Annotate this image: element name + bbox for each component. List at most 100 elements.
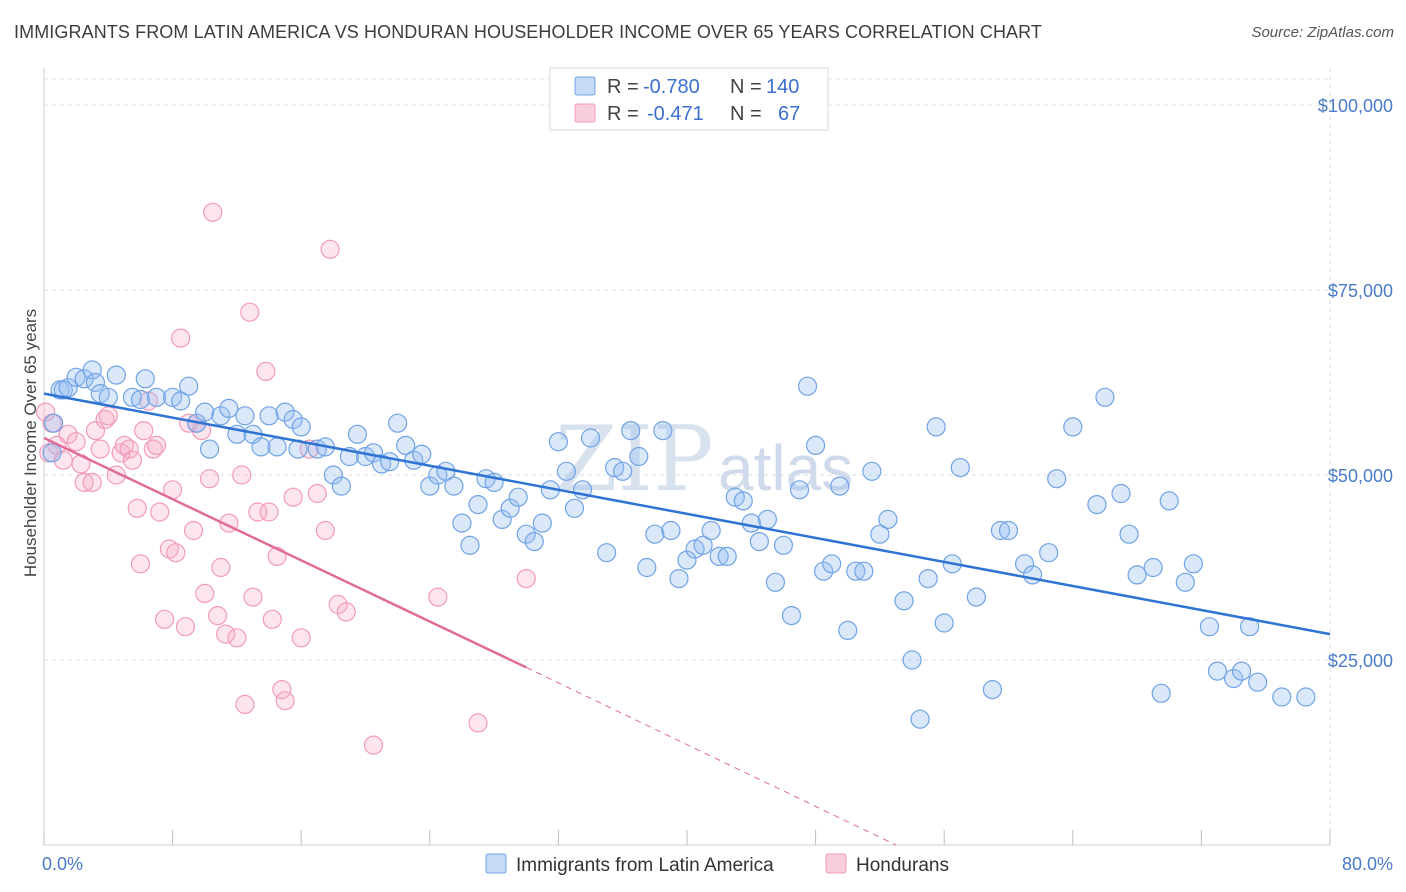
pink-point-53 bbox=[275, 691, 295, 711]
trend-lines bbox=[43, 392, 1331, 846]
blue-point-113 bbox=[966, 587, 986, 607]
blue-point-99 bbox=[838, 620, 858, 641]
blue-point-73 bbox=[629, 446, 649, 467]
blue-point-118 bbox=[1023, 565, 1043, 585]
blue-point-106 bbox=[902, 650, 922, 670]
pink-point-54 bbox=[283, 487, 303, 507]
blue-point-71 bbox=[613, 461, 633, 481]
blue-point-138 bbox=[1272, 687, 1292, 707]
blue-point-69 bbox=[597, 543, 617, 563]
pink-point-59 bbox=[320, 239, 340, 259]
pink-point-48 bbox=[256, 361, 276, 381]
blue-point-132 bbox=[1199, 617, 1220, 637]
pink-point-62 bbox=[363, 735, 384, 755]
blue-point-79 bbox=[677, 550, 697, 570]
blue-point-98 bbox=[830, 476, 850, 496]
pink-point-60 bbox=[328, 594, 348, 615]
blue-point-14 bbox=[135, 369, 155, 389]
pink-point-63 bbox=[428, 587, 448, 607]
blue-point-57 bbox=[492, 509, 512, 530]
blue-point-65 bbox=[556, 461, 577, 481]
pink-point-50 bbox=[262, 609, 282, 629]
pink-point-42 bbox=[227, 628, 247, 648]
pink-point-66 bbox=[36, 402, 56, 422]
pink-point-7 bbox=[74, 472, 94, 492]
x-tick-label-0: 0.0% bbox=[42, 854, 83, 874]
blue-point-110 bbox=[934, 613, 954, 633]
pink-point-19 bbox=[130, 554, 151, 574]
blue-point-103 bbox=[870, 524, 890, 544]
blue-point-62 bbox=[532, 513, 552, 533]
legend-box bbox=[549, 67, 829, 131]
blue-point-74 bbox=[637, 557, 657, 578]
legend-swatch-blue bbox=[574, 76, 596, 96]
blue-point-53 bbox=[460, 535, 480, 555]
blue-point-116 bbox=[998, 520, 1019, 541]
pink-point-44 bbox=[235, 694, 255, 715]
blue-point-43 bbox=[380, 452, 400, 472]
pink-point-36 bbox=[199, 469, 220, 489]
pink-point-47 bbox=[248, 502, 268, 522]
blue-point-54 bbox=[468, 495, 488, 515]
blue-point-33 bbox=[291, 417, 311, 437]
pink-point-16 bbox=[119, 439, 139, 459]
pink-point-5 bbox=[66, 432, 86, 452]
trend-line-hondurans bbox=[43, 436, 527, 669]
pink-point-25 bbox=[154, 609, 175, 629]
blue-point-126 bbox=[1127, 565, 1147, 585]
legend-r-value-1: -0.780 bbox=[643, 76, 700, 98]
blue-point-30 bbox=[275, 402, 295, 422]
watermark: ZIP atlas bbox=[555, 407, 853, 512]
blue-point-136 bbox=[1240, 617, 1260, 637]
correlation-legend: R = -0.780 N = 140 R = -0.471 N = 67 bbox=[549, 67, 829, 131]
blue-point-76 bbox=[653, 421, 673, 441]
trend-line-hondurans-extension bbox=[526, 666, 897, 846]
y-axis-label: Householder Income Over 65 years bbox=[21, 309, 40, 577]
blue-point-29 bbox=[267, 437, 287, 457]
blue-point-22 bbox=[211, 406, 231, 426]
blue-point-86 bbox=[733, 491, 753, 511]
blue-point-75 bbox=[645, 524, 665, 544]
pink-point-10 bbox=[90, 439, 110, 459]
blue-point-52 bbox=[452, 513, 472, 533]
pink-point-11 bbox=[95, 409, 115, 430]
blue-point-87 bbox=[741, 513, 761, 533]
bottom-legend-label-1: Immigrants from Latin America bbox=[516, 855, 774, 876]
pink-point-20 bbox=[134, 421, 154, 441]
blue-point-131 bbox=[1183, 554, 1203, 574]
blue-point-78 bbox=[669, 568, 689, 589]
blue-point-23 bbox=[219, 398, 239, 418]
pink-point-58 bbox=[315, 520, 335, 541]
blue-point-130 bbox=[1175, 572, 1195, 592]
pink-point-22 bbox=[143, 439, 163, 459]
blue-point-72 bbox=[621, 421, 641, 441]
pink-point-55 bbox=[291, 628, 311, 648]
blue-point-68 bbox=[580, 428, 601, 448]
pink-point-37 bbox=[203, 202, 223, 222]
blue-point-109 bbox=[926, 417, 946, 437]
blue-point-1 bbox=[44, 413, 64, 433]
pink-point-17 bbox=[122, 450, 143, 470]
pink-point-28 bbox=[166, 543, 186, 563]
y-tick-label-1: $50,000 bbox=[1328, 466, 1393, 486]
blue-point-18 bbox=[179, 376, 199, 396]
blue-point-135 bbox=[1231, 661, 1252, 681]
blue-point-104 bbox=[878, 509, 898, 530]
blue-point-83 bbox=[709, 546, 729, 567]
blue-point-125 bbox=[1119, 524, 1139, 544]
legend-r-label-1: R = bbox=[607, 76, 639, 98]
blue-point-96 bbox=[814, 561, 834, 581]
blue-point-7 bbox=[82, 360, 102, 380]
x-tick-labels: 0.0% 80.0% bbox=[42, 854, 1393, 874]
blue-point-48 bbox=[420, 476, 440, 496]
pink-point-35 bbox=[195, 583, 215, 604]
blue-point-39 bbox=[347, 424, 368, 444]
pink-point-52 bbox=[272, 679, 292, 700]
blue-point-59 bbox=[508, 487, 528, 507]
blue-point-105 bbox=[894, 591, 914, 611]
pink-point-8 bbox=[82, 472, 102, 492]
pink-point-43 bbox=[232, 465, 252, 485]
bottom-legend-label-2: Hondurans bbox=[856, 855, 949, 876]
source-label: Source: ZipAtlas.com bbox=[1251, 24, 1394, 41]
series-legend: Immigrants from Latin America Hondurans bbox=[485, 853, 949, 876]
